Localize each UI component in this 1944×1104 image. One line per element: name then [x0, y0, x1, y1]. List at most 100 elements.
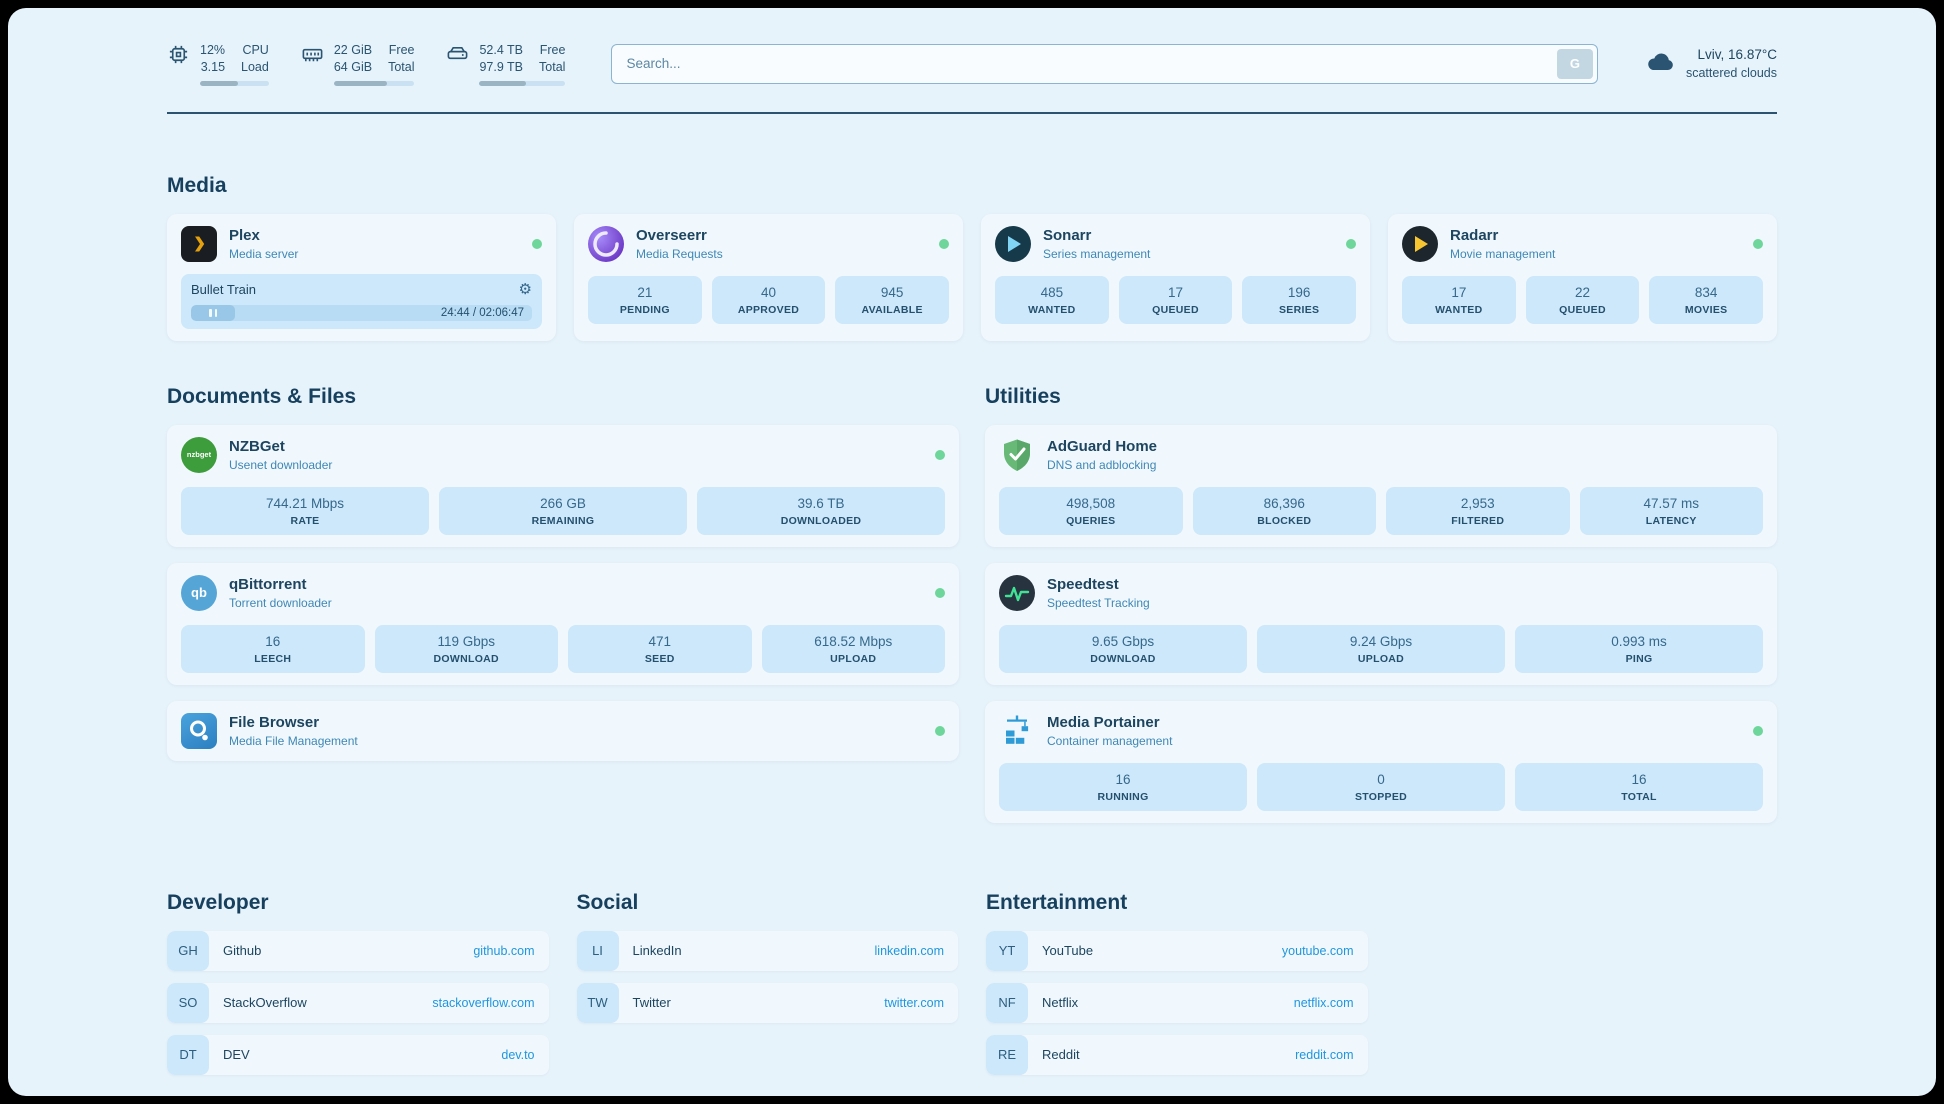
stat-box: 39.6 TB DOWNLOADED — [697, 486, 945, 535]
bookmark-url[interactable]: reddit.com — [1295, 1047, 1354, 1062]
stat-box: 40 APPROVED — [711, 275, 826, 324]
pause-icon[interactable] — [191, 304, 236, 321]
service-desc: Media Requests — [636, 246, 723, 261]
bookmark-stackoverflow[interactable]: SO StackOverflow stackoverflow.com — [167, 982, 549, 1023]
cpu-progress-bar — [200, 80, 269, 86]
bookmark-netflix[interactable]: NF Netflix netflix.com — [986, 982, 1368, 1023]
stat-box: 16 LEECH — [181, 624, 365, 673]
bookmark-name: DEV — [223, 1047, 250, 1063]
nzbget-icon: nzbget — [181, 436, 217, 473]
stat-box: 17 QUEUED — [1118, 275, 1233, 324]
filebrowser-icon — [181, 712, 217, 749]
cpu-widget: 12% 3.15 CPU Load — [167, 42, 269, 86]
bookmark-youtube[interactable]: YT YouTube youtube.com — [986, 930, 1368, 971]
service-name: File Browser — [229, 713, 320, 731]
search-engine-button[interactable]: G — [1556, 48, 1593, 79]
bookmark-abbr: RE — [986, 1034, 1028, 1075]
bookmark-url[interactable]: youtube.com — [1281, 943, 1354, 958]
portainer-icon — [999, 713, 1035, 749]
bookmark-url[interactable]: twitter.com — [884, 995, 944, 1010]
bookmark-group-developer: Developer GH Github github.com SO StackO… — [167, 891, 549, 1087]
service-desc: Usenet downloader — [229, 457, 333, 472]
service-name: AdGuard Home — [1047, 437, 1158, 455]
service-desc: Media File Management — [229, 733, 358, 748]
bookmark-url[interactable]: netflix.com — [1293, 995, 1354, 1010]
disk-total: 97.9 TB — [479, 59, 524, 74]
stat-box: 485 WANTED — [995, 275, 1109, 324]
bookmark-url[interactable]: linkedin.com — [874, 943, 944, 958]
service-name: Speedtest — [1047, 575, 1119, 593]
bookmark-linkedin[interactable]: LI LinkedIn linkedin.com — [576, 930, 958, 971]
section-title-utilities: Utilities — [985, 384, 1061, 408]
stat-box: 471 SEED — [568, 624, 752, 673]
stat-box: 498,508 QUERIES — [999, 486, 1183, 535]
bookmark-group-title: Developer — [167, 890, 269, 914]
cpu-icon — [167, 43, 190, 71]
status-dot — [935, 587, 945, 598]
service-card-portainer[interactable]: Media Portainer Container management 16 … — [985, 700, 1777, 823]
service-card-plex[interactable]: Plex Media server Bullet Train ⚙ 24:44 — [167, 213, 556, 341]
bookmark-url[interactable]: github.com — [473, 943, 535, 958]
playback-time: 24:44 / 02:06:47 — [440, 306, 524, 319]
disk-progress-bar — [479, 80, 566, 86]
bookmark-abbr: TW — [576, 982, 619, 1023]
plex-icon — [181, 225, 217, 262]
cpu-load-label: Load — [241, 59, 269, 74]
now-playing-title: Bullet Train — [191, 281, 257, 297]
section-title-documents: Documents & Files — [167, 384, 357, 408]
service-card-radarr[interactable]: Radarr Movie management 17 WANTED 22 QUE… — [1388, 213, 1777, 341]
service-card-overseerr[interactable]: Overseerr Media Requests 21 PENDING 40 A… — [574, 213, 963, 341]
service-desc: Torrent downloader — [229, 595, 332, 610]
bookmark-name: StackOverflow — [223, 995, 307, 1011]
status-dot — [935, 725, 945, 736]
bookmark-twitter[interactable]: TW Twitter twitter.com — [576, 982, 958, 1023]
status-dot — [1753, 238, 1763, 249]
service-card-sonarr[interactable]: Sonarr Series management 485 WANTED 17 Q… — [981, 213, 1370, 341]
bookmark-url[interactable]: dev.to — [501, 1047, 535, 1062]
stat-box: 2,953 FILTERED — [1386, 486, 1570, 535]
search-input[interactable] — [611, 43, 1598, 84]
status-dot — [1346, 238, 1356, 249]
playback-progress-bar[interactable]: 24:44 / 02:06:47 — [191, 304, 532, 321]
memory-widget: 22 GiB 64 GiB Free Total — [301, 42, 415, 86]
service-card-adguard[interactable]: AdGuard Home DNS and adblocking 498,508 … — [985, 424, 1777, 547]
bookmark-dev[interactable]: DT DEV dev.to — [167, 1034, 549, 1075]
stat-box: 9.65 Gbps DOWNLOAD — [999, 624, 1247, 673]
bookmark-url[interactable]: stackoverflow.com — [432, 995, 535, 1010]
bookmark-abbr: DT — [167, 1034, 209, 1075]
bookmark-name: LinkedIn — [632, 943, 682, 959]
section-media: Media Plex Media server — [167, 174, 1777, 341]
adguard-icon — [999, 437, 1035, 473]
service-card-speedtest[interactable]: Speedtest Speedtest Tracking 9.65 Gbps D… — [985, 562, 1777, 685]
service-name: Overseerr — [636, 226, 707, 244]
top-bar: 12% 3.15 CPU Load — [167, 42, 1777, 86]
stat-box: 196 SERIES — [1242, 275, 1356, 324]
bookmark-name: Netflix — [1042, 995, 1079, 1011]
status-dot — [1753, 725, 1763, 736]
status-dot — [935, 449, 945, 460]
sonarr-icon — [995, 225, 1031, 262]
memory-icon — [301, 43, 324, 71]
weather-widget: Lviv, 16.87°C scattered clouds — [1644, 46, 1777, 82]
weather-condition: scattered clouds — [1685, 65, 1777, 80]
now-playing-widget: Bullet Train ⚙ 24:44 / 02:06:47 — [181, 273, 542, 329]
service-card-nzbget[interactable]: nzbget NZBGet Usenet downloader 744.21 M… — [167, 424, 959, 547]
stat-box: 744.21 Mbps RATE — [181, 486, 429, 535]
section-documents: Documents & Files nzbget NZBGet Usenet d… — [167, 385, 959, 761]
gear-icon[interactable]: ⚙ — [518, 280, 532, 298]
bookmark-name: Twitter — [632, 995, 671, 1011]
stat-box: 16 RUNNING — [999, 762, 1247, 811]
stat-box: 16 TOTAL — [1515, 762, 1763, 811]
disk-widget: 52.4 TB 97.9 TB Free Total — [446, 42, 566, 86]
service-card-qbittorrent[interactable]: qb qBittorrent Torrent downloader 16 LEE… — [167, 562, 959, 685]
bookmark-group-title: Entertainment — [986, 890, 1128, 914]
weather-location: Lviv, 16.87°C — [1697, 46, 1777, 62]
status-dot — [939, 238, 949, 249]
stat-box: 618.52 Mbps UPLOAD — [761, 624, 945, 673]
bookmark-github[interactable]: GH Github github.com — [167, 930, 549, 971]
bookmark-name: Github — [223, 943, 262, 959]
bookmark-abbr: NF — [986, 982, 1028, 1023]
status-dot — [532, 238, 542, 249]
service-card-filebrowser[interactable]: File Browser Media File Management — [167, 700, 959, 761]
bookmark-reddit[interactable]: RE Reddit reddit.com — [986, 1034, 1368, 1075]
